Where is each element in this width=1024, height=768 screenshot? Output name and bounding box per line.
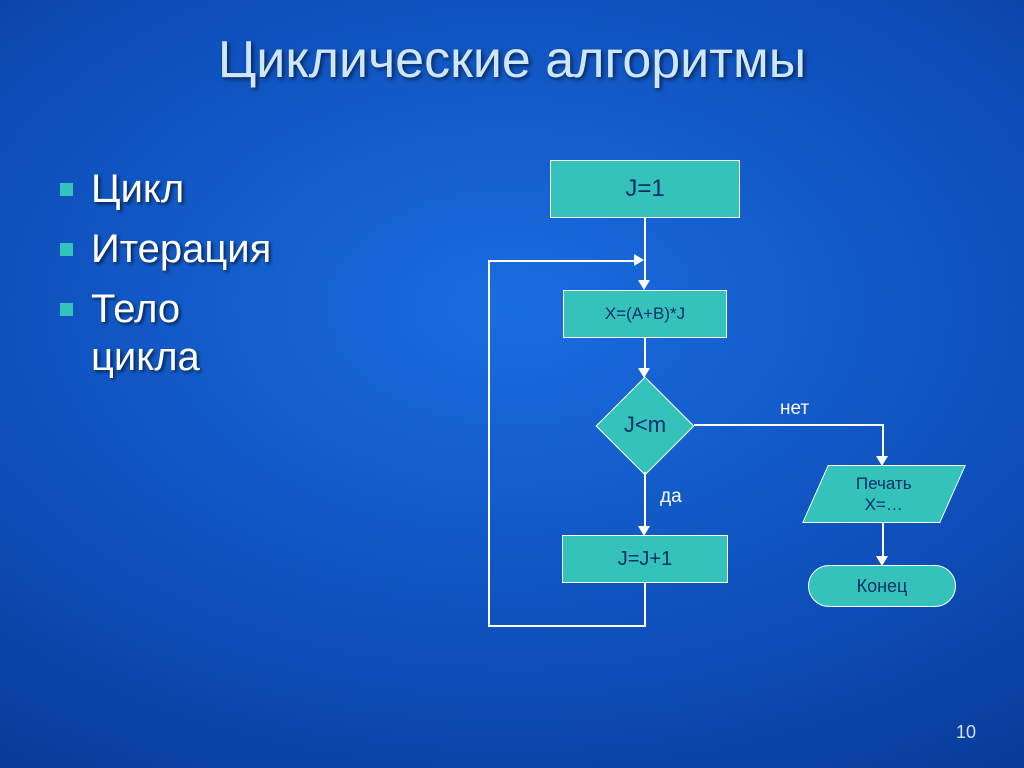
bullet-text: Итерация	[91, 225, 271, 273]
flow-node-init: J=1	[550, 160, 740, 218]
bullet-text: Тело цикла	[91, 285, 200, 381]
node-label: J<m	[624, 412, 666, 438]
edge-label-no: нет	[780, 398, 809, 420]
flow-edge	[644, 338, 646, 372]
flow-edge	[694, 424, 884, 426]
flow-node-print: Печать X=…	[802, 465, 966, 523]
flow-node-calc: X=(A+B)*J	[563, 290, 727, 338]
list-item: Итерация	[60, 225, 440, 273]
page-number: 10	[956, 722, 976, 743]
flow-edge	[644, 472, 646, 528]
slide-title: Циклические алгоритмы	[0, 30, 1024, 90]
flow-edge	[488, 260, 636, 262]
bullet-list: Цикл Итерация Тело цикла	[60, 165, 440, 393]
node-label: Конец	[857, 576, 908, 597]
arrow-down-icon	[638, 280, 650, 290]
arrow-right-icon	[634, 254, 644, 266]
list-item: Тело цикла	[60, 285, 440, 381]
flow-edge	[488, 260, 490, 627]
flow-edge	[882, 523, 884, 559]
flow-edge	[644, 218, 646, 282]
node-label: J=J+1	[618, 548, 672, 571]
square-bullet-icon	[60, 243, 73, 256]
list-item: Цикл	[60, 165, 440, 213]
flow-node-increment: J=J+1	[562, 535, 728, 583]
flow-edge	[644, 583, 646, 625]
flowchart: J=1 X=(A+B)*J J<m да нет J=J+1	[450, 150, 1010, 720]
node-label: X=(A+B)*J	[605, 304, 685, 324]
node-label: J=1	[625, 175, 664, 203]
edge-label-yes: да	[660, 486, 682, 508]
flow-edge	[882, 424, 884, 458]
slide: Циклические алгоритмы Цикл Итерация Тело…	[0, 0, 1024, 768]
node-label: Печать X=…	[856, 473, 912, 516]
square-bullet-icon	[60, 303, 73, 316]
flow-node-condition: J<m	[596, 377, 694, 473]
bullet-text: Цикл	[91, 165, 184, 213]
flow-edge	[488, 625, 646, 627]
square-bullet-icon	[60, 183, 73, 196]
flow-node-end: Конец	[808, 565, 956, 607]
